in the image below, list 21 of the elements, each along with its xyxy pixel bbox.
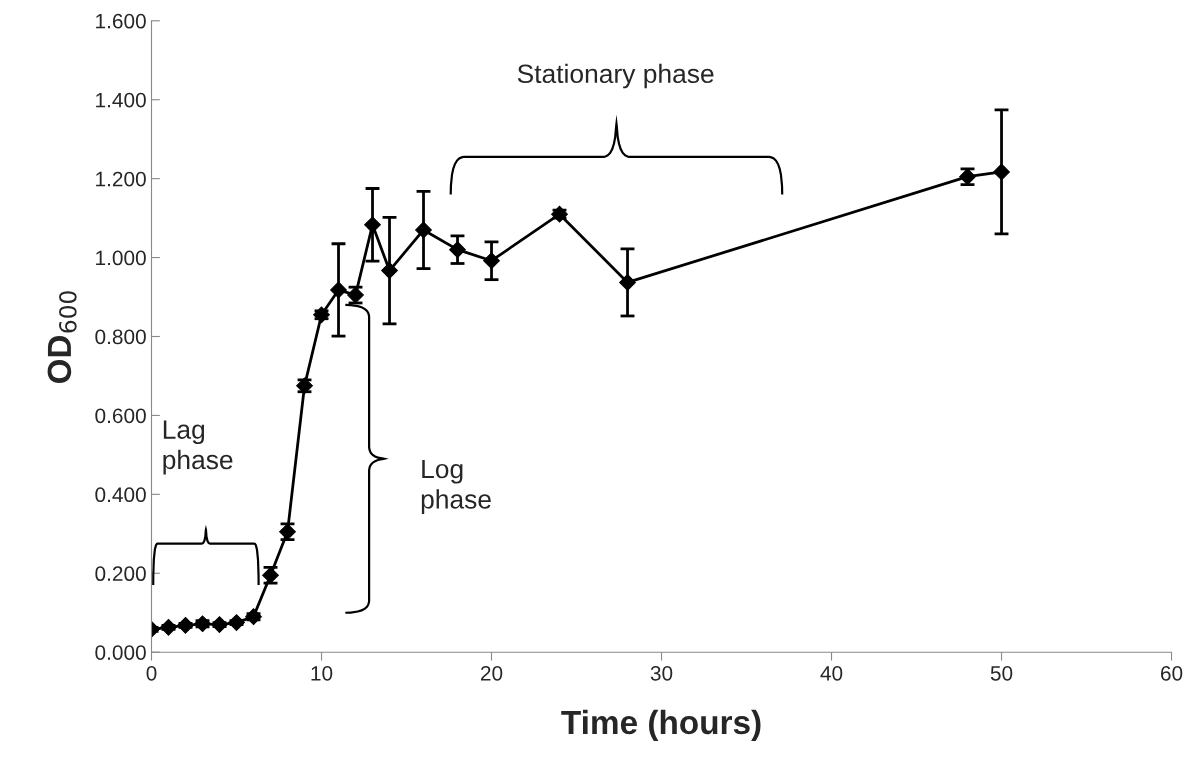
- x-axis-title: Time (hours): [561, 709, 761, 741]
- y-tick-label: 0.600: [95, 408, 146, 424]
- y-tick-label: 0.400: [95, 487, 146, 503]
- x-tick-label: 0: [146, 665, 157, 681]
- annotation: Log phase: [421, 459, 491, 514]
- annotation: Lag phase: [163, 420, 233, 475]
- x-tick-label: 60: [1161, 665, 1183, 681]
- y-tick-label: 0.800: [95, 329, 146, 345]
- y-tick-label: 0.200: [95, 566, 146, 582]
- y-tick-label: 0.000: [95, 645, 146, 660]
- x-tick-label: 30: [650, 665, 673, 681]
- x-tick-label: 50: [990, 665, 1013, 681]
- y-tick-label: 1.400: [96, 92, 146, 108]
- x-tick-label: 20: [480, 665, 503, 681]
- x-tick-label: 10: [311, 665, 333, 681]
- y-tick-label: 1.000: [96, 250, 146, 266]
- y-tick-label: 1.600: [96, 13, 146, 29]
- x-tick-label: 40: [820, 665, 843, 681]
- y-axis-title: OD$_{600}$: [47, 291, 77, 384]
- annotation: Stationary phase: [517, 63, 714, 89]
- y-tick-label: 1.200: [96, 171, 146, 187]
